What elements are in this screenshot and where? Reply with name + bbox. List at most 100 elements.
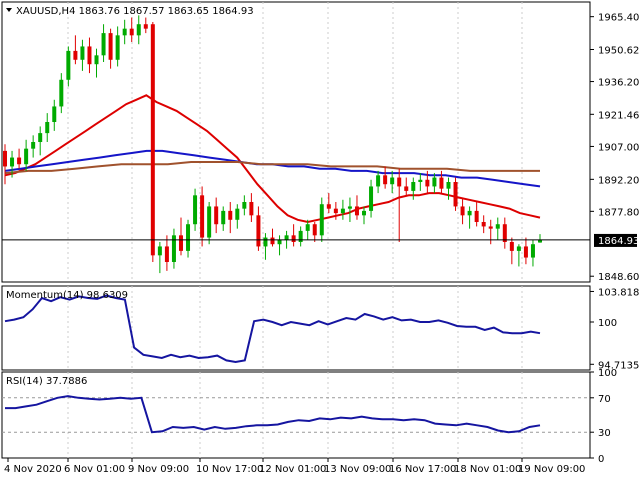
- main-header-text: XAUUSD,H4 1863.76 1867.57 1863.65 1864.9…: [16, 6, 254, 17]
- bull-candle: [80, 46, 85, 60]
- bear-candle: [404, 186, 409, 191]
- bull-candle: [136, 24, 141, 36]
- bear-candle: [481, 222, 486, 227]
- price-tick-label: 1907.00: [598, 142, 639, 153]
- bull-candle: [186, 224, 191, 251]
- price-tick-label: 1848.60: [598, 272, 639, 283]
- momentum-tick-label: 100: [598, 318, 617, 329]
- bear-candle: [383, 175, 388, 185]
- bear-candle: [502, 224, 507, 242]
- bull-candle: [193, 195, 198, 225]
- bear-candle: [291, 235, 296, 242]
- bear-candle: [178, 235, 183, 251]
- bull-candle: [207, 206, 212, 238]
- bull-candle: [221, 210, 226, 225]
- bull-candle: [45, 122, 50, 134]
- bull-candle: [467, 210, 472, 216]
- bull-candle: [235, 208, 240, 220]
- price-tag: 1864.93: [594, 233, 639, 247]
- bear-candle: [214, 206, 219, 225]
- bull-candle: [157, 246, 162, 256]
- momentum-line: [4, 294, 541, 364]
- bear-candle: [523, 246, 528, 258]
- bear-candle: [354, 206, 359, 216]
- bear-candle: [228, 210, 233, 220]
- momentum-header-text: Momentum(14) 98.6309: [6, 290, 128, 301]
- bear-candle: [129, 28, 134, 36]
- bear-candle: [200, 195, 205, 238]
- time-tick-label: 6 Nov 01:00: [64, 464, 125, 475]
- bear-candle: [326, 204, 331, 209]
- bull-candle: [495, 224, 500, 229]
- price-tag-text: 1864.93: [598, 236, 639, 247]
- rsi-tick-label: 70: [598, 394, 611, 405]
- bull-candle: [538, 239, 542, 243]
- bear-candle: [488, 226, 493, 229]
- bear-candle: [333, 208, 338, 214]
- rsi-header-text: RSI(14) 37.7886: [6, 376, 87, 387]
- price-axes: 1965.40 1950.62 1936.20 1921.46 1907.00 1892.…: [2, 13, 640, 465]
- main-header: XAUUSD,H4 1863.76 1867.57 1863.65 1864.9…: [6, 6, 254, 17]
- bull-candle: [516, 246, 521, 251]
- bear-candle: [150, 24, 155, 256]
- indicator-lines: [4, 294, 541, 434]
- momentum-tick-label: 94.7135: [598, 360, 639, 371]
- bull-candle: [115, 35, 120, 60]
- bull-candle: [52, 106, 57, 122]
- bear-candle: [270, 237, 275, 245]
- bull-candle: [369, 186, 374, 211]
- bull-candle: [284, 235, 289, 240]
- bull-candle: [66, 50, 71, 80]
- price-tick-label: 1877.80: [598, 207, 639, 218]
- panel-frame-main: [1, 1, 591, 283]
- price-tick-label: 1950.62: [598, 46, 639, 57]
- bear-candle: [312, 224, 317, 236]
- bear-candle: [164, 246, 169, 262]
- time-axis: 4 Nov 2020 6 Nov 01:00 9 Nov 09:00 10 Nov 1…: [4, 458, 585, 475]
- candlestick-series: [3, 15, 542, 274]
- dropdown-triangle-icon[interactable]: [6, 8, 12, 12]
- bear-candle: [474, 210, 479, 222]
- bull-candle: [446, 182, 451, 189]
- panel-frame-mom: [1, 285, 591, 371]
- bull-candle: [38, 133, 43, 142]
- bull-candle: [277, 239, 282, 245]
- bear-candle: [460, 206, 465, 216]
- time-tick-label: 9 Nov 09:00: [128, 464, 189, 475]
- panel-frames: [1, 1, 591, 459]
- time-tick-label: 12 Nov 01:00: [259, 464, 326, 475]
- bear-candle: [453, 182, 458, 207]
- bull-candle: [530, 244, 535, 258]
- price-tick-label: 1892.20: [598, 175, 639, 186]
- bull-candle: [376, 175, 381, 187]
- panel-grids: [2, 2, 590, 458]
- bear-candle: [509, 242, 514, 251]
- bull-candle: [94, 55, 99, 65]
- bear-candle: [87, 46, 92, 65]
- fast-ma-line: [4, 94, 541, 224]
- rsi-line: [5, 395, 541, 434]
- bear-candle: [425, 179, 430, 187]
- price-tag-box: [594, 233, 637, 247]
- bull-candle: [362, 210, 367, 216]
- rsi-tick-label: 30: [598, 428, 611, 439]
- price-tick-label: 1921.46: [598, 110, 639, 121]
- bull-candle: [340, 208, 345, 214]
- time-tick-label: 4 Nov 2020: [4, 464, 62, 475]
- bear-candle: [256, 215, 261, 247]
- momentum-tick-label: 103.8183: [598, 287, 640, 298]
- bull-candle: [10, 157, 15, 167]
- bull-candle: [171, 235, 176, 262]
- time-tick-label: 16 Nov 17:00: [389, 464, 456, 475]
- bull-candle: [122, 28, 127, 36]
- bear-candle: [108, 33, 113, 60]
- moving-average-lines: [4, 94, 541, 224]
- bear-candle: [397, 177, 402, 187]
- bull-candle: [24, 148, 29, 165]
- bear-candle: [439, 177, 444, 189]
- bear-candle: [143, 24, 148, 29]
- panel-frame-rsi: [1, 371, 591, 459]
- bull-candle: [101, 33, 106, 56]
- bear-candle: [73, 50, 78, 60]
